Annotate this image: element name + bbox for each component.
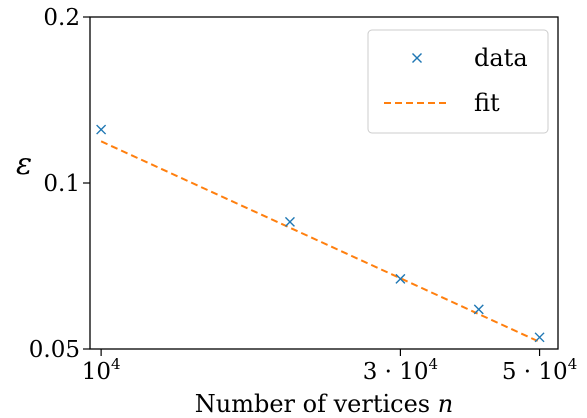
marker-stroke <box>412 53 422 63</box>
fit-line-layer <box>100 140 540 343</box>
data-points-layer <box>96 124 545 343</box>
marker-stroke <box>284 216 295 227</box>
y-tick-label: 0.1 <box>43 171 80 197</box>
legend-box <box>367 29 549 134</box>
x-tick-label-base: 10 <box>82 359 111 385</box>
x-tick-label-base: 3 · 10 <box>363 359 429 385</box>
x-tick-label-exponent: 4 <box>568 355 578 373</box>
y-tick-label: 0.05 <box>29 337 80 363</box>
x-tick-label-exponent: 4 <box>111 355 121 373</box>
x-axis-label: Number of vertices n <box>195 390 453 418</box>
data-point <box>284 216 295 227</box>
data-point <box>395 273 406 284</box>
x-axis-label-text: Number of vertices <box>195 390 430 418</box>
legend-label-data: data <box>474 44 528 72</box>
x-tick-label: 3 · 104 <box>363 355 438 385</box>
legend: data fit <box>367 29 549 134</box>
data-point <box>534 332 545 343</box>
marker-stroke <box>96 124 107 135</box>
marker-stroke <box>473 304 484 315</box>
y-tick-label: 0.2 <box>43 5 80 31</box>
y-axis-ticks: 0.2 0.1 0.05 <box>29 5 90 363</box>
x-axis-label-variable: n <box>438 390 453 418</box>
x-tick-label-exponent: 4 <box>429 355 439 373</box>
legend-data-marker <box>412 53 422 63</box>
marker-stroke <box>534 332 545 343</box>
legend-marker-x <box>412 53 422 63</box>
marker-stroke <box>395 273 406 284</box>
data-point <box>473 304 484 315</box>
fit-line <box>100 140 540 343</box>
x-tick-label: 5 · 104 <box>502 355 577 385</box>
y-axis-label: ε <box>16 147 32 182</box>
data-point <box>96 124 107 135</box>
x-axis-ticks: 104 3 · 104 5 · 104 <box>82 349 577 385</box>
x-tick-label: 104 <box>82 355 121 385</box>
legend-label-fit: fit <box>474 89 500 117</box>
x-tick-label-base: 5 · 10 <box>502 359 568 385</box>
